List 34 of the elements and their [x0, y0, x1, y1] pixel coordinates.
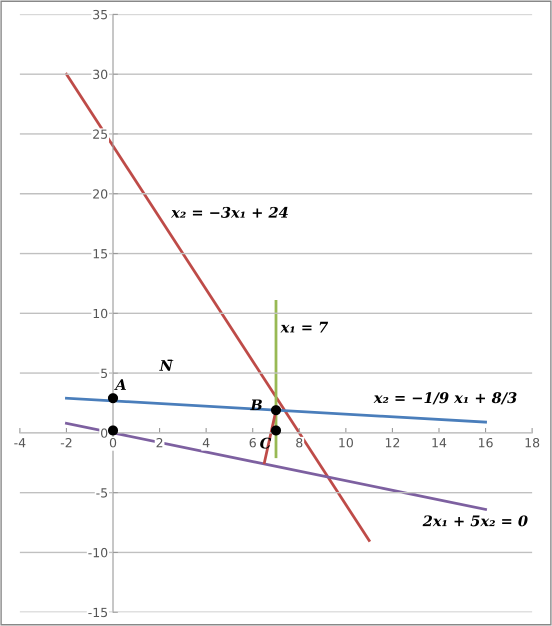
y-tick-label: -10: [88, 548, 108, 558]
x-tick-label: 10: [339, 438, 353, 448]
x-tick-label: -4: [14, 438, 26, 448]
y-tick-label: 20: [93, 189, 108, 199]
y-tick-label: 15: [94, 249, 108, 258]
y-tick-label: -5: [96, 488, 108, 498]
annotation: x₂ = −1/9 x₁ + 8/3: [374, 392, 516, 404]
x-tick-label: 18: [526, 438, 540, 448]
annotation: B: [250, 400, 262, 410]
y-tick-label: 25: [93, 129, 108, 139]
x-tick-label: 6: [250, 438, 256, 448]
x-tick-label: 2: [156, 438, 162, 448]
y-tick-label: -15: [88, 608, 108, 618]
point: [270, 425, 282, 436]
y-tick-label: 10: [94, 308, 108, 318]
x-tick-label: 0: [110, 438, 116, 448]
x-tick-label: 8: [296, 438, 302, 448]
point: [108, 425, 118, 436]
x-tick-label: 4: [202, 438, 210, 448]
annotation: 2x₁ + 5x₂ = 0: [422, 515, 528, 526]
x-tick-label: -2: [60, 438, 72, 448]
annotation: A: [114, 379, 126, 390]
annotation: N̄: [159, 360, 174, 371]
y-tick-label: 30: [93, 70, 108, 80]
annotation: x₂ = −3x₁ + 24: [170, 206, 288, 218]
y-tick-label: 5: [101, 368, 108, 378]
y-tick-label: 35: [93, 10, 108, 20]
point: [270, 405, 282, 416]
x-tick-label: 16: [478, 438, 493, 448]
y-tick-label: 0: [101, 428, 108, 438]
point: [108, 393, 118, 404]
x-tick-label: 12: [386, 438, 400, 448]
x-tick-label: 14: [432, 438, 446, 448]
annotation: x₁ = 7: [280, 322, 328, 332]
